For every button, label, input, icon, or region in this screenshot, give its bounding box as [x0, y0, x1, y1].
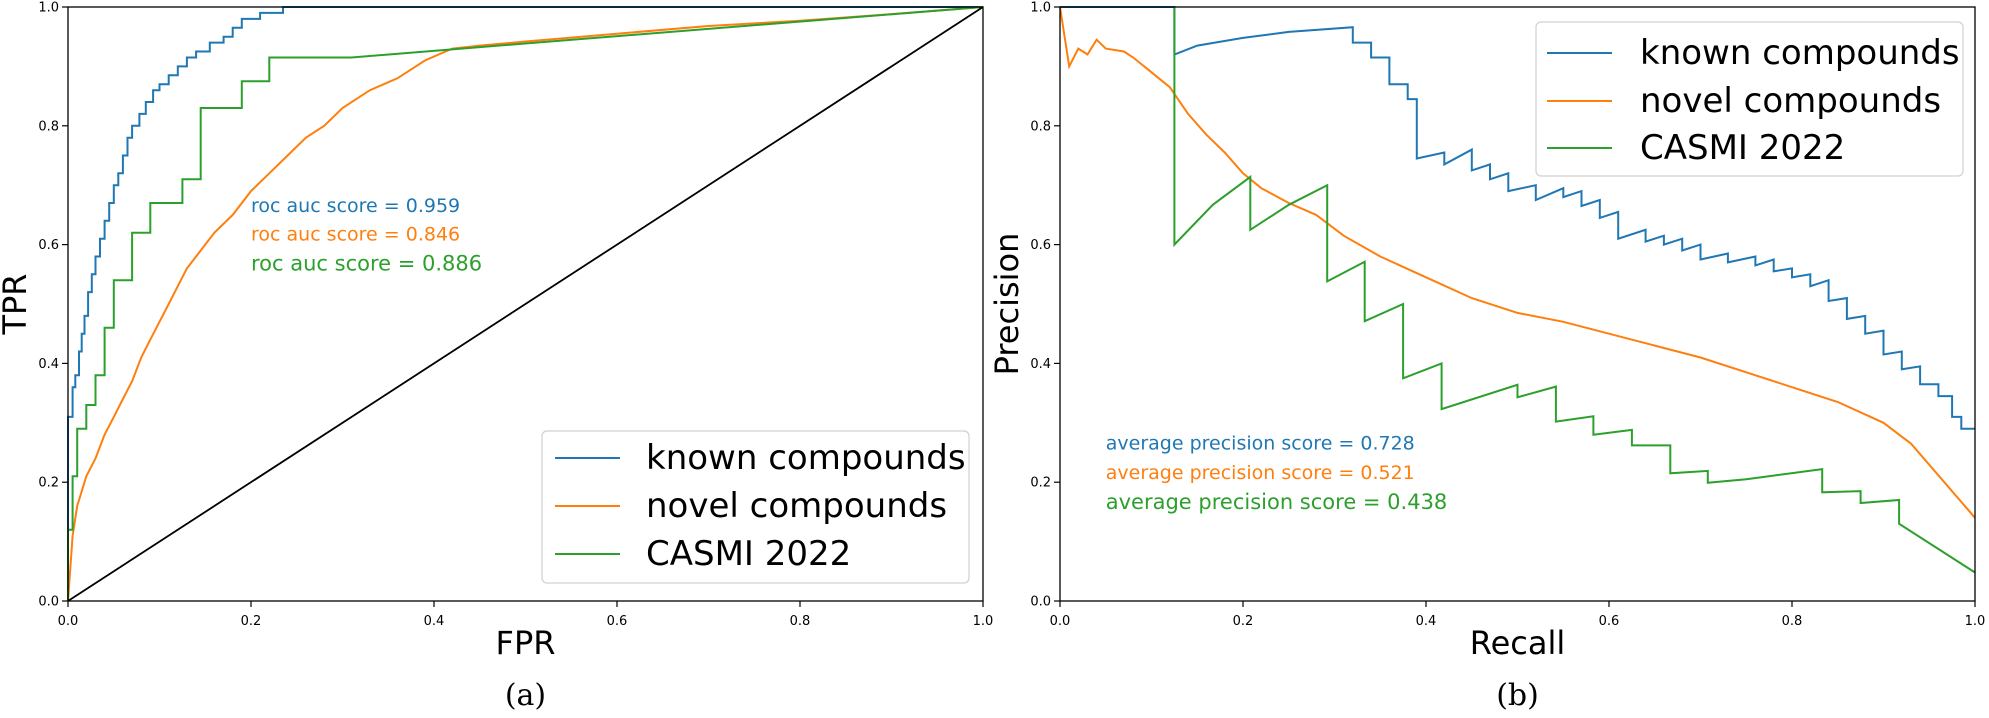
- score-annotation: average precision score = 0.438: [1106, 490, 1448, 514]
- x-tick-label: 0.2: [1233, 614, 1254, 629]
- x-tick-label: 1.0: [1965, 614, 1986, 629]
- y-tick-label: 0.0: [38, 595, 59, 610]
- panel-caption: (b): [1496, 678, 1539, 713]
- legend-label: novel compounds: [1640, 81, 1941, 121]
- legend-label: known compounds: [646, 438, 966, 478]
- score-annotation: roc auc score = 0.886: [251, 252, 482, 276]
- score-annotation: average precision score = 0.521: [1106, 462, 1415, 484]
- series-line-casmi-2022: [1173, 7, 1976, 574]
- score-annotation: roc auc score = 0.846: [251, 223, 460, 245]
- legend-box: [1535, 21, 1964, 177]
- x-tick-label: 0.0: [1050, 614, 1071, 629]
- x-axis-label: Recall: [1470, 624, 1565, 662]
- y-tick-label: 0.2: [1030, 476, 1051, 491]
- x-tick-label: 1.0: [973, 614, 994, 629]
- series-line-casmi-2022: [67, 6, 984, 601]
- legend-box: [541, 430, 970, 584]
- x-tick-label: 0.2: [241, 614, 262, 629]
- y-tick-label: 1.0: [38, 1, 59, 16]
- x-tick-label: 0.6: [607, 614, 628, 629]
- axes-frame: [1059, 6, 1976, 602]
- score-annotation: roc auc score = 0.959: [251, 195, 460, 217]
- y-tick-label: 1.0: [1030, 1, 1051, 16]
- y-axis-label: TPR: [0, 273, 34, 335]
- series-line-diagonal-reference: [67, 6, 984, 602]
- y-tick-label: 0.6: [1030, 238, 1051, 253]
- x-tick-label: 0.4: [424, 614, 445, 629]
- panel-caption: (a): [505, 678, 546, 713]
- score-annotation: average precision score = 0.728: [1106, 433, 1415, 455]
- y-tick-label: 0.8: [1030, 119, 1051, 134]
- series-line-known-compounds: [67, 6, 983, 601]
- y-axis-label: Precision: [988, 233, 1026, 376]
- legend-label: novel compounds: [646, 486, 947, 526]
- x-axis-label: FPR: [496, 624, 556, 662]
- series-line-novel-compounds: [1059, 6, 1976, 519]
- series-line-known-compounds: [1060, 6, 1975, 430]
- y-tick-label: 0.2: [38, 476, 59, 491]
- y-tick-label: 0.0: [1030, 595, 1051, 610]
- x-tick-label: 0.6: [1599, 614, 1620, 629]
- x-tick-label: 0.4: [1416, 614, 1437, 629]
- axes-frame: [67, 6, 984, 602]
- y-tick-label: 0.4: [38, 357, 59, 372]
- y-tick-label: 0.8: [38, 119, 59, 134]
- x-tick-label: 0.8: [1782, 614, 1803, 629]
- legend-label: CASMI 2022: [1640, 128, 1845, 168]
- series-line-novel-compounds: [67, 6, 984, 602]
- x-tick-label: 0.0: [58, 614, 79, 629]
- x-tick-label: 0.8: [790, 614, 811, 629]
- legend-label: known compounds: [1640, 33, 1960, 73]
- y-tick-label: 0.4: [1030, 357, 1051, 372]
- legend-label: CASMI 2022: [646, 534, 851, 574]
- y-tick-label: 0.6: [38, 238, 59, 253]
